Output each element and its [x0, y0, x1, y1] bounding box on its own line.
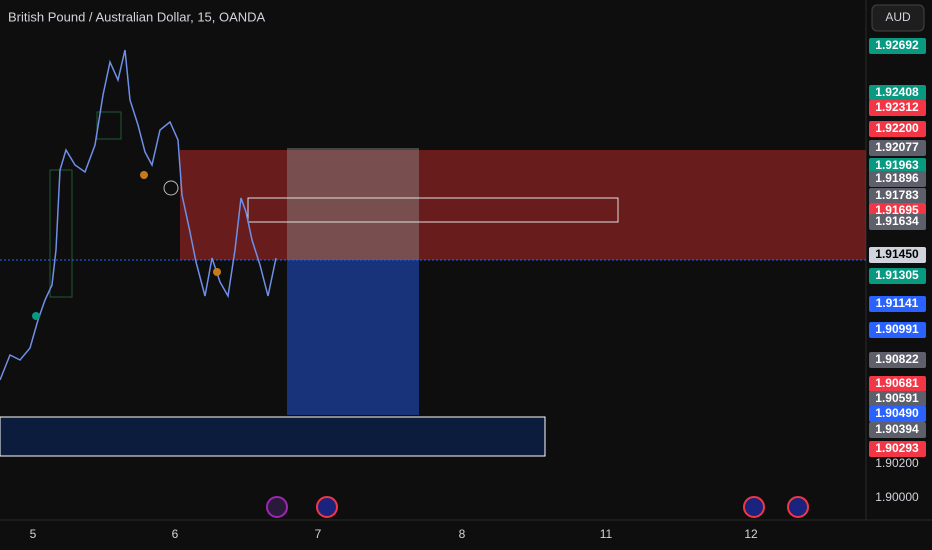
event-icon[interactable] [316, 496, 338, 518]
price-tag-label: 1.90394 [875, 422, 919, 436]
price-tag [869, 322, 926, 338]
price-tag-label: 1.91963 [875, 158, 919, 172]
price-tag [869, 247, 926, 263]
demand-box [0, 416, 546, 457]
price-tag [869, 100, 926, 116]
info-icon[interactable] [163, 180, 179, 196]
symbol-title: British Pound / Australian Dollar, 15, O… [8, 9, 266, 24]
price-axis-label: 1.90000 [875, 490, 919, 504]
price-tag [869, 352, 926, 368]
price-tag-label: 1.91305 [875, 268, 919, 282]
event-icon[interactable] [266, 496, 288, 518]
marker [32, 312, 40, 320]
price-tag-label: 1.91896 [875, 171, 919, 185]
box-outline [247, 197, 619, 223]
price-tag [869, 38, 926, 54]
price-tag-label: 1.90991 [875, 322, 919, 336]
price-tag [869, 422, 926, 438]
time-axis-label: 6 [172, 527, 179, 541]
price-tag [869, 441, 926, 457]
price-tag [869, 391, 926, 407]
box-outline [96, 111, 122, 140]
price-tag-label: 1.90681 [875, 376, 919, 390]
price-tag [869, 188, 926, 204]
event-icon[interactable] [787, 496, 809, 518]
price-tag-label: 1.90591 [875, 391, 919, 405]
price-tag-label: 1.91783 [875, 188, 919, 202]
price-tag-label: 1.90293 [875, 441, 919, 455]
price-axis-label: 1.90200 [875, 456, 919, 470]
time-axis-label: 7 [315, 527, 322, 541]
price-tag-label: 1.92408 [875, 85, 919, 99]
price-line [0, 49, 277, 381]
price-tag [869, 158, 926, 174]
time-axis-label: 11 [600, 527, 613, 541]
price-tag [869, 296, 926, 312]
price-tag [869, 121, 926, 137]
price-tag-label: 1.91450 [875, 247, 919, 261]
marker [140, 171, 148, 179]
price-tag-label: 1.91695 [875, 203, 919, 217]
price-tag [869, 214, 926, 230]
price-tag [869, 140, 926, 156]
stop-zone [287, 148, 419, 260]
time-axis-label: 8 [459, 527, 466, 541]
price-tag-label: 1.92077 [875, 140, 919, 154]
price-tag [869, 85, 926, 101]
time-axis-label: 12 [744, 527, 758, 541]
price-tag [869, 171, 926, 187]
currency-button[interactable] [871, 4, 925, 32]
supply-zone [180, 150, 866, 260]
price-tag-label: 1.90490 [875, 406, 919, 420]
time-axis-label: 5 [30, 527, 37, 541]
price-tag [869, 376, 926, 392]
price-tag [869, 268, 926, 284]
price-tag [869, 406, 926, 422]
currency-label[interactable]: AUD [885, 10, 911, 24]
target-zone [287, 260, 419, 415]
price-tag-label: 1.92692 [875, 38, 919, 52]
price-tag-label: 1.91141 [876, 296, 919, 310]
price-tag-label: 1.91634 [875, 214, 919, 228]
price-tag-label: 1.92312 [875, 100, 919, 114]
price-tag-label: 1.90822 [875, 352, 919, 366]
event-icon[interactable] [743, 496, 765, 518]
price-tag-label: 1.92200 [875, 121, 919, 135]
box-outline [49, 169, 73, 298]
marker [213, 268, 221, 276]
